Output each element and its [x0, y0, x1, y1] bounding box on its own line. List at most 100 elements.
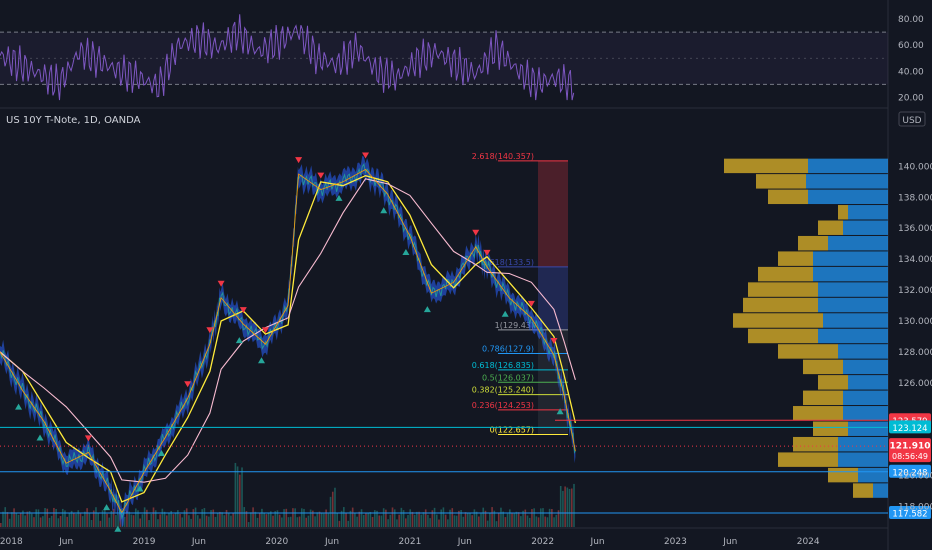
volume-profile-down: [818, 328, 888, 344]
volume-bar: [409, 509, 412, 527]
volume-bar: [573, 483, 575, 527]
volume-bar: [104, 507, 106, 527]
volume-bar: [219, 511, 221, 527]
volume-bar: [449, 509, 451, 527]
volume-bar: [112, 508, 115, 527]
volume-bar: [48, 517, 51, 527]
volume-bar: [331, 491, 334, 527]
time-tick-label: 2024: [797, 537, 820, 547]
volume-bar: [407, 515, 409, 527]
time-tick-label: 2018: [0, 537, 23, 547]
volume-bar: [354, 513, 356, 527]
bar-countdown: 08:56:49: [892, 452, 928, 461]
volume-profile-up: [733, 313, 823, 328]
price-marker-label: 120.248: [892, 468, 927, 478]
volume-bar: [351, 507, 354, 527]
volume-bar: [199, 518, 201, 527]
volume-profile-down: [813, 266, 888, 282]
instrument-title: US 10Y T-Note, 1D, OANDA: [6, 115, 141, 126]
volume-bar: [424, 509, 427, 527]
volume-bar: [15, 513, 18, 527]
volume-bar: [59, 516, 62, 527]
volume-bar: [374, 510, 376, 527]
volume-bar: [84, 511, 86, 527]
volume-bar: [232, 513, 234, 527]
volume-bar: [343, 507, 345, 527]
volume-bar: [453, 515, 456, 527]
volume-bar: [212, 509, 215, 527]
volume-bar: [99, 520, 102, 527]
volume-bar: [245, 511, 248, 527]
fib-level-label: 0.786(127.9): [482, 344, 534, 353]
volume-bar: [484, 510, 487, 527]
current-price-badge: [889, 438, 931, 463]
buy-signal-marker: [335, 194, 343, 201]
volume-bar: [137, 510, 139, 527]
volume-bar: [298, 516, 301, 527]
volume-profile-down: [843, 359, 888, 375]
volume-bar: [230, 515, 232, 527]
volume-bar: [340, 510, 343, 527]
volume-bar: [192, 509, 195, 527]
volume-bar: [566, 487, 569, 527]
volume-bar: [316, 512, 319, 527]
volume-bar: [287, 517, 290, 527]
volume-bar: [559, 485, 562, 527]
volume-bar: [148, 520, 150, 527]
volume-bar: [416, 511, 418, 527]
volume-bar: [203, 508, 206, 527]
price-tick-label: 126.000: [898, 379, 932, 389]
volume-bar: [183, 510, 186, 527]
volume-bar: [542, 508, 544, 527]
target-zone-mid: [538, 266, 568, 330]
volume-bar: [256, 517, 259, 527]
time-tick-label: 2023: [664, 537, 687, 547]
volume-bar: [170, 510, 173, 527]
price-marker-label: 123.124: [892, 424, 927, 434]
volume-bar: [460, 509, 462, 527]
price-tick-label: 128.000: [898, 348, 932, 358]
volume-bar: [30, 513, 33, 527]
volume-profile-up: [818, 220, 843, 235]
volume-bar: [276, 510, 279, 527]
volume-bar: [115, 515, 117, 527]
volume-bar: [533, 508, 535, 527]
volume-profile-up: [803, 359, 843, 375]
volume-bar: [376, 510, 378, 527]
volume-bar: [447, 519, 449, 527]
volume-bar: [88, 513, 91, 527]
volume-bar: [404, 518, 407, 527]
volume-bar: [28, 511, 31, 527]
fib-level-label: 0.618(126.835): [472, 361, 534, 370]
volume-bar: [564, 486, 566, 527]
volume-bar: [570, 488, 573, 527]
sell-signal-marker: [483, 249, 491, 256]
volume-bar: [61, 508, 64, 527]
volume-bar: [493, 510, 496, 527]
volume-bar: [281, 517, 283, 527]
volume-bar: [57, 518, 60, 527]
sell-signal-marker: [239, 307, 247, 314]
volume-bar: [152, 507, 155, 527]
volume-bar: [294, 508, 296, 527]
volume-bar: [378, 515, 381, 527]
volume-bar: [8, 518, 11, 527]
volume-bar: [168, 512, 170, 527]
volume-bar: [491, 507, 493, 527]
price-marker-badge: [889, 506, 931, 520]
volume-bar: [234, 462, 237, 527]
volume-bar: [438, 519, 440, 527]
buy-signal-marker: [36, 434, 44, 441]
volume-bar: [35, 509, 38, 527]
volume-profile-down: [806, 174, 888, 189]
volume-bar: [188, 515, 190, 527]
volume-bar: [196, 515, 199, 527]
volume-bar: [108, 517, 111, 527]
volume-bar: [208, 516, 210, 527]
volume-bar: [513, 513, 516, 527]
volume-bar: [159, 514, 161, 527]
volume-bar: [66, 516, 68, 527]
volume-bar: [201, 509, 203, 527]
volume-bar: [157, 519, 159, 527]
